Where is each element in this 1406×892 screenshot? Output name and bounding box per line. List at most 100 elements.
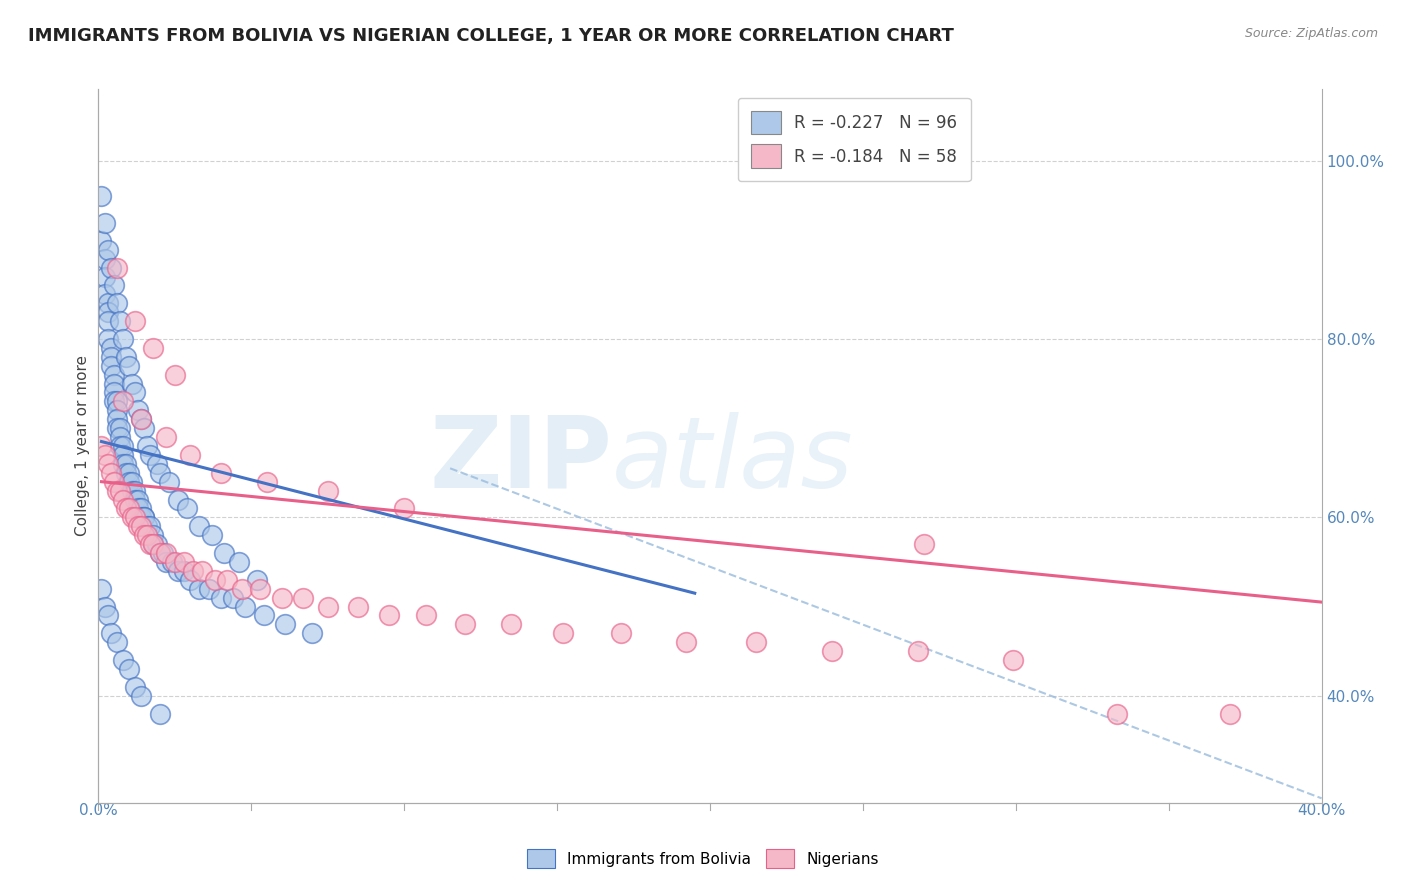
Point (100, 350, 122, 364)
Point (115, 350, 138, 364)
Point (97, 296, 120, 310)
Point (124, 680, 146, 694)
Point (118, 359, 141, 373)
Point (124, 510, 146, 524)
Point (103, 368, 125, 382)
Point (129, 412, 152, 426)
Point (93, 448, 115, 462)
Point (105, 394, 128, 409)
Point (553, 626, 575, 640)
Point (93, 252, 115, 266)
Point (249, 582, 271, 596)
Point (129, 689, 152, 703)
Point (149, 546, 172, 560)
Point (108, 314, 131, 328)
Point (93, 269, 115, 284)
Point (124, 314, 146, 328)
Text: atlas: atlas (612, 412, 853, 508)
Point (142, 537, 165, 551)
Point (188, 582, 211, 596)
Point (139, 537, 162, 551)
Point (204, 573, 226, 587)
Point (149, 546, 172, 560)
Point (97, 305, 120, 319)
Point (108, 421, 131, 435)
Text: Source: ZipAtlas.com: Source: ZipAtlas.com (1244, 27, 1378, 40)
Point (675, 635, 697, 649)
Point (378, 608, 401, 623)
Point (97, 608, 120, 623)
Point (90, 439, 112, 453)
Point (129, 501, 152, 516)
Point (1105, 706, 1128, 721)
Point (129, 510, 152, 524)
Point (454, 617, 477, 632)
Point (256, 475, 278, 489)
Point (124, 492, 146, 507)
Point (100, 626, 122, 640)
Point (121, 483, 143, 498)
Point (136, 528, 159, 542)
Point (173, 564, 195, 578)
Point (392, 501, 416, 516)
Point (121, 475, 143, 489)
Point (167, 492, 190, 507)
Point (209, 591, 232, 605)
Point (115, 466, 138, 480)
Point (97, 314, 120, 328)
Point (115, 501, 138, 516)
Point (90, 582, 112, 596)
Point (103, 475, 125, 489)
Point (142, 528, 165, 542)
Point (127, 519, 149, 533)
Point (163, 368, 186, 382)
Point (167, 564, 190, 578)
Point (100, 466, 122, 480)
Point (118, 662, 141, 676)
Point (124, 483, 146, 498)
Point (149, 466, 172, 480)
Point (100, 260, 122, 275)
Point (129, 412, 152, 426)
Point (118, 475, 141, 489)
Point (93, 287, 115, 301)
Point (610, 626, 633, 640)
Point (108, 430, 131, 444)
Point (149, 706, 172, 721)
Point (155, 555, 177, 569)
Text: ZIP: ZIP (429, 412, 612, 508)
Point (118, 466, 141, 480)
Point (222, 591, 245, 605)
Point (134, 421, 156, 435)
Point (1001, 653, 1024, 667)
Point (233, 599, 256, 614)
Point (347, 599, 370, 614)
Point (93, 216, 115, 230)
Point (191, 564, 214, 578)
Point (176, 501, 198, 516)
Point (118, 501, 141, 516)
Point (134, 528, 156, 542)
Point (209, 466, 232, 480)
Point (907, 644, 929, 658)
Point (111, 448, 134, 462)
Point (90, 189, 112, 203)
Legend: R = -0.227   N = 96, R = -0.184   N = 58: R = -0.227 N = 96, R = -0.184 N = 58 (738, 97, 970, 181)
Point (163, 555, 186, 569)
Point (501, 617, 523, 632)
Point (136, 439, 159, 453)
Point (115, 457, 138, 471)
Point (103, 278, 125, 293)
Legend: Immigrants from Bolivia, Nigerians: Immigrants from Bolivia, Nigerians (520, 841, 886, 875)
Point (93, 599, 115, 614)
Point (121, 376, 143, 391)
Point (231, 582, 253, 596)
Point (111, 394, 134, 409)
Point (136, 519, 159, 533)
Point (155, 546, 177, 560)
Point (97, 332, 120, 346)
Point (173, 555, 195, 569)
Point (124, 385, 146, 400)
Point (301, 626, 323, 640)
Point (200, 528, 222, 542)
